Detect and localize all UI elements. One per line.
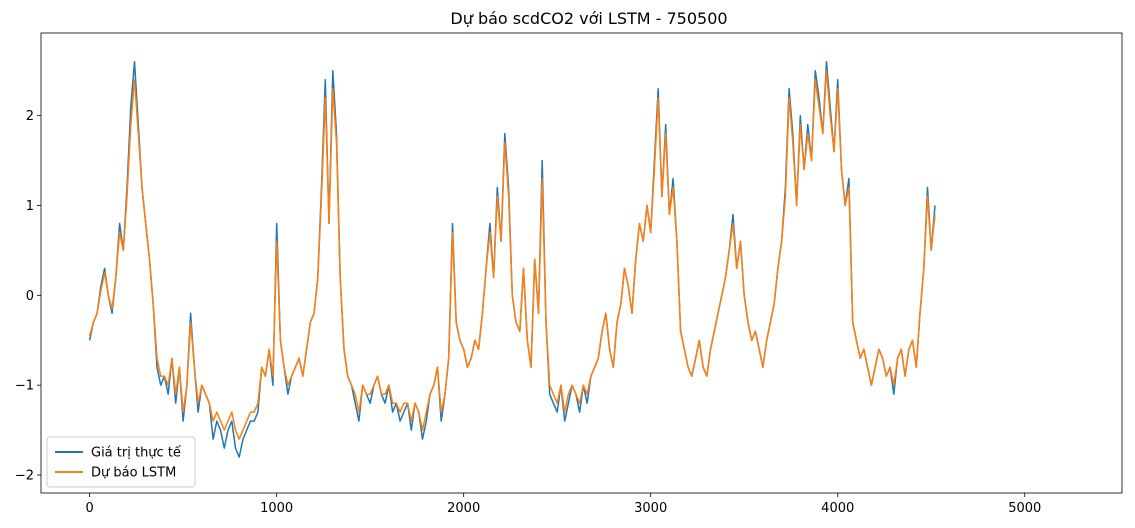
x-tick-label: 5000 [1008,501,1041,516]
x-tick-label: 3000 [634,501,667,516]
chart-title: Dự báo scdCO2 với LSTM - 750500 [450,9,727,28]
legend-box [46,436,196,488]
legend-label-1: Giá trị thực tế [91,446,181,461]
x-tick-label: 4000 [821,501,854,516]
y-tick-label: 2 [26,109,34,124]
x-tick-label: 2000 [447,501,480,516]
x-tick-label: 0 [85,501,93,516]
series-layer [88,60,936,458]
y-tick-label: −2 [15,469,34,484]
plot-area-frame [40,32,1123,494]
y-tick-label: −1 [15,379,34,394]
x-tick-label: 1000 [260,501,293,516]
legend: Giá trị thực tế Dự báo LSTM [46,436,196,488]
y-tick-label: 1 [26,199,34,214]
legend-label-2: Dự báo LSTM [91,466,176,481]
y-tick-label: 0 [26,289,34,304]
series-line-2 [88,69,936,440]
y-axis: −2 −1 0 1 2 [15,109,41,484]
x-axis: 0 1000 2000 3000 4000 5000 [85,493,1041,516]
series-line-1 [88,60,936,458]
